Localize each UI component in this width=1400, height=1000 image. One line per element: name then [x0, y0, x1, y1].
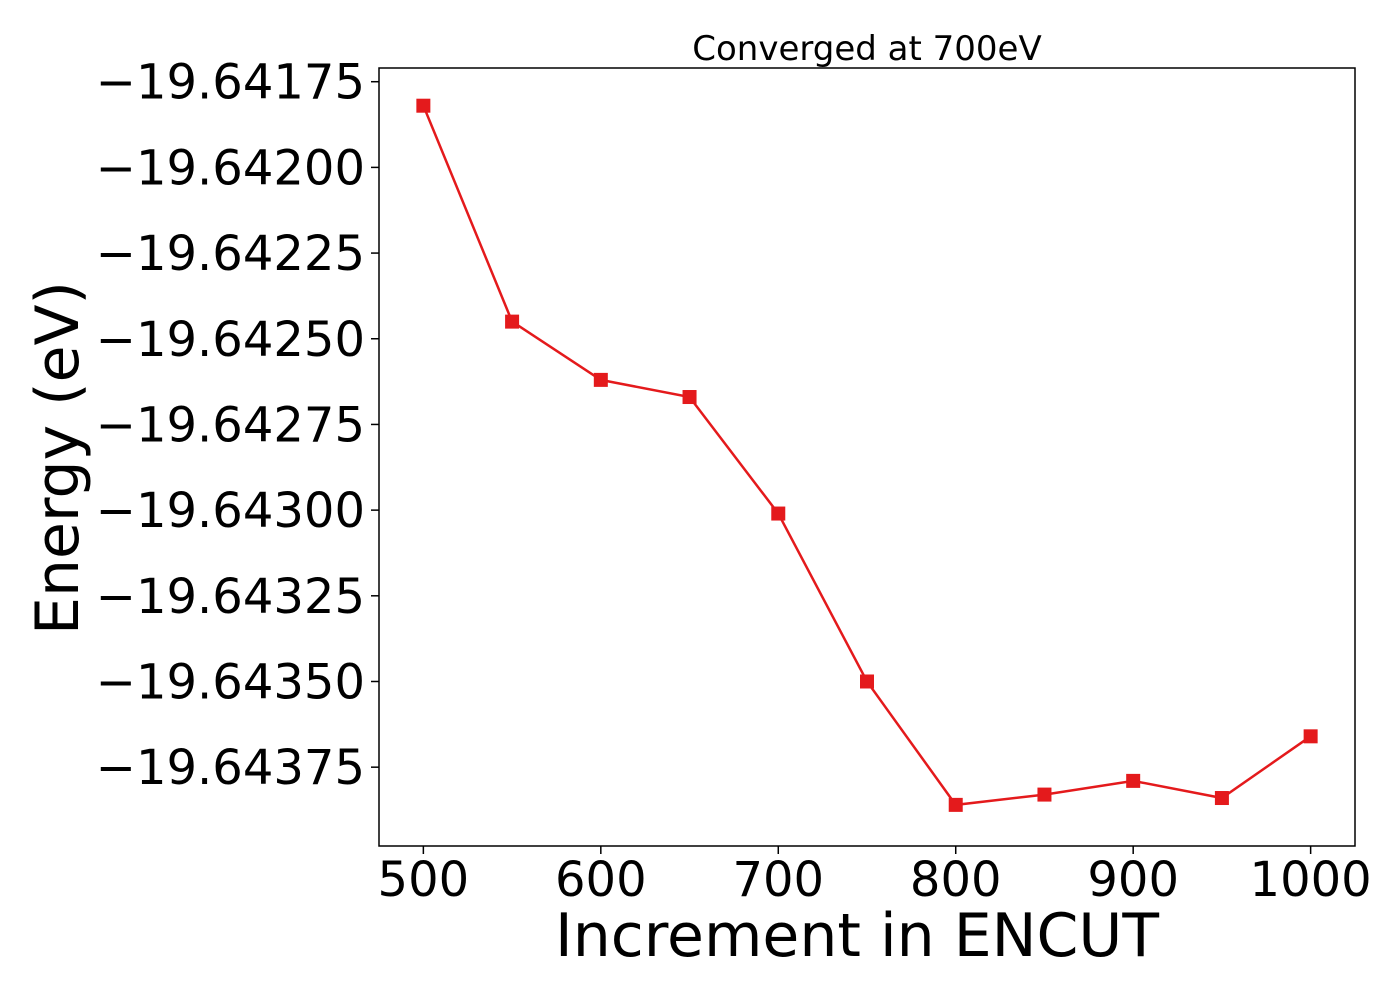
x-axis-ticks: 500 600 700 800 900 1000: [378, 846, 1372, 908]
x-axis-label: Increment in ENCUT: [555, 901, 1159, 971]
data-point-marker: [682, 390, 697, 405]
x-tick-label: 800: [910, 852, 1002, 908]
data-point-marker: [860, 674, 874, 689]
data-point-marker: [1303, 729, 1318, 744]
data-point-marker: [505, 314, 520, 329]
chart-title: Converged at 700eV: [692, 29, 1041, 69]
data-point-marker: [1214, 791, 1229, 806]
x-tick-label: 900: [1087, 852, 1179, 908]
y-tick-label: −19.64350: [96, 654, 365, 710]
y-tick-label: −19.64375: [96, 740, 365, 796]
y-tick-label: −19.64325: [96, 569, 365, 625]
data-point-marker: [1037, 787, 1052, 802]
x-tick-label: 700: [732, 852, 824, 908]
y-tick-label: −19.64250: [96, 312, 365, 368]
y-tick-label: −19.64175: [96, 55, 365, 111]
x-tick-label: 1000: [1250, 852, 1372, 908]
x-tick-label: 600: [555, 852, 647, 908]
plot-area: [378, 67, 1356, 847]
data-point-marker: [593, 372, 608, 387]
y-axis-label: Energy (eV): [23, 281, 93, 635]
y-tick-label: −19.64200: [96, 140, 365, 196]
data-point-marker: [416, 98, 431, 113]
data-point-marker: [948, 797, 963, 812]
x-tick-label: 500: [378, 852, 470, 908]
y-tick-label: −19.64225: [96, 226, 365, 282]
data-point-marker: [1126, 773, 1141, 788]
data-point-marker: [771, 506, 786, 521]
y-tick-label: −19.64275: [96, 397, 365, 453]
y-tick-label: −19.64300: [96, 483, 365, 539]
series-layer: [416, 98, 1318, 812]
y-axis-ticks: −19.64175 −19.64200 −19.64225 −19.64250 −19.…: [96, 55, 379, 796]
